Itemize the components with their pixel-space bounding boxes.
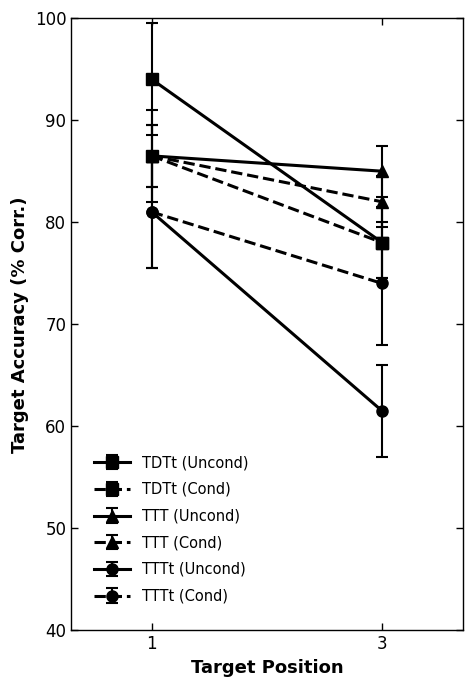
- X-axis label: Target Position: Target Position: [191, 659, 343, 677]
- Legend: TDTt (Uncond), TDTt (Cond), TTT (Uncond), TTT (Cond), TTTt (Uncond), TTTt (Cond): TDTt (Uncond), TDTt (Cond), TTT (Uncond)…: [86, 448, 255, 611]
- Y-axis label: Target Accuracy (% Corr.): Target Accuracy (% Corr.): [11, 196, 29, 453]
